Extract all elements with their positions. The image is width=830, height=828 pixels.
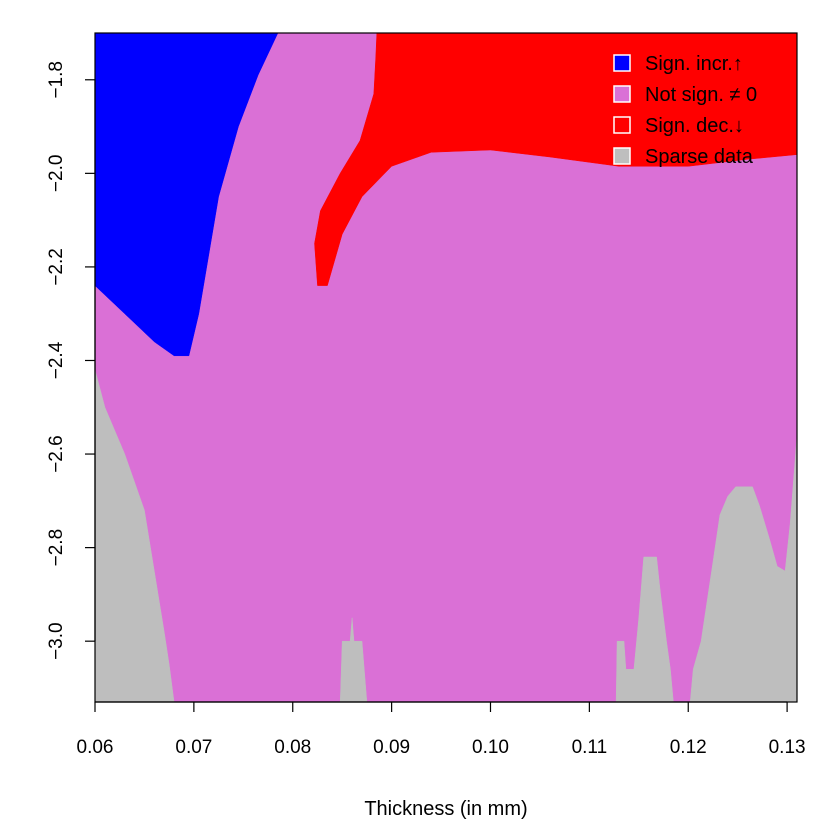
legend-label: Sparse data [645, 146, 754, 168]
x-tick-label: 0.07 [175, 737, 212, 758]
legend-swatch [613, 116, 631, 134]
y-tick-label: −2.2 [46, 248, 67, 286]
legend-label: Sign. dec.↓ [645, 115, 744, 137]
x-tick-label: 0.11 [572, 737, 608, 758]
x-axis: 0.06 0.07 0.08 0.09 0.10 0.11 0.12 0.13 [77, 701, 806, 758]
y-tick-label: −1.8 [46, 61, 67, 99]
y-tick-label: −2.8 [46, 529, 67, 567]
y-tick-label: −2.4 [46, 341, 67, 379]
legend: Sign. incr.↑ Not sign. ≠ 0 Sign. dec.↓ Spar… [613, 53, 757, 168]
y-axis: −1.8 −2.0 −2.2 −2.4 −2.6 −2.8 −3.0 [46, 61, 96, 660]
legend-item-sign-dec: Sign. dec.↓ [613, 115, 744, 137]
legend-label: Sign. incr.↑ [645, 53, 743, 75]
x-tick-label: 0.13 [769, 737, 806, 758]
x-axis-title: Thickness (in mm) [364, 798, 527, 820]
heatmap-regions [94, 32, 798, 703]
y-tick-label: −2.0 [46, 155, 67, 193]
legend-item-not-sign: Not sign. ≠ 0 [613, 84, 757, 106]
y-tick-label: −2.6 [46, 435, 67, 473]
region-sign-dec-1 [314, 32, 798, 286]
x-tick-label: 0.08 [274, 737, 311, 758]
x-tick-label: 0.09 [373, 737, 410, 758]
region-sparse-3 [339, 617, 368, 703]
legend-swatch [613, 85, 631, 103]
legend-item-sign-incr: Sign. incr.↑ [613, 53, 743, 75]
legend-swatch [613, 147, 631, 165]
legend-item-sparse: Sparse data [613, 146, 754, 168]
region-sparse-5 [689, 435, 798, 703]
x-tick-label: 0.12 [670, 737, 707, 758]
x-tick-label: 0.10 [472, 737, 509, 758]
region-sign-incr-0 [94, 32, 279, 357]
plot-area [94, 32, 798, 703]
legend-label: Not sign. ≠ 0 [645, 84, 757, 106]
legend-swatch [613, 54, 631, 72]
y-tick-label: −3.0 [46, 622, 67, 660]
x-tick-label: 0.06 [77, 737, 114, 758]
region-sparse-4 [615, 556, 674, 703]
